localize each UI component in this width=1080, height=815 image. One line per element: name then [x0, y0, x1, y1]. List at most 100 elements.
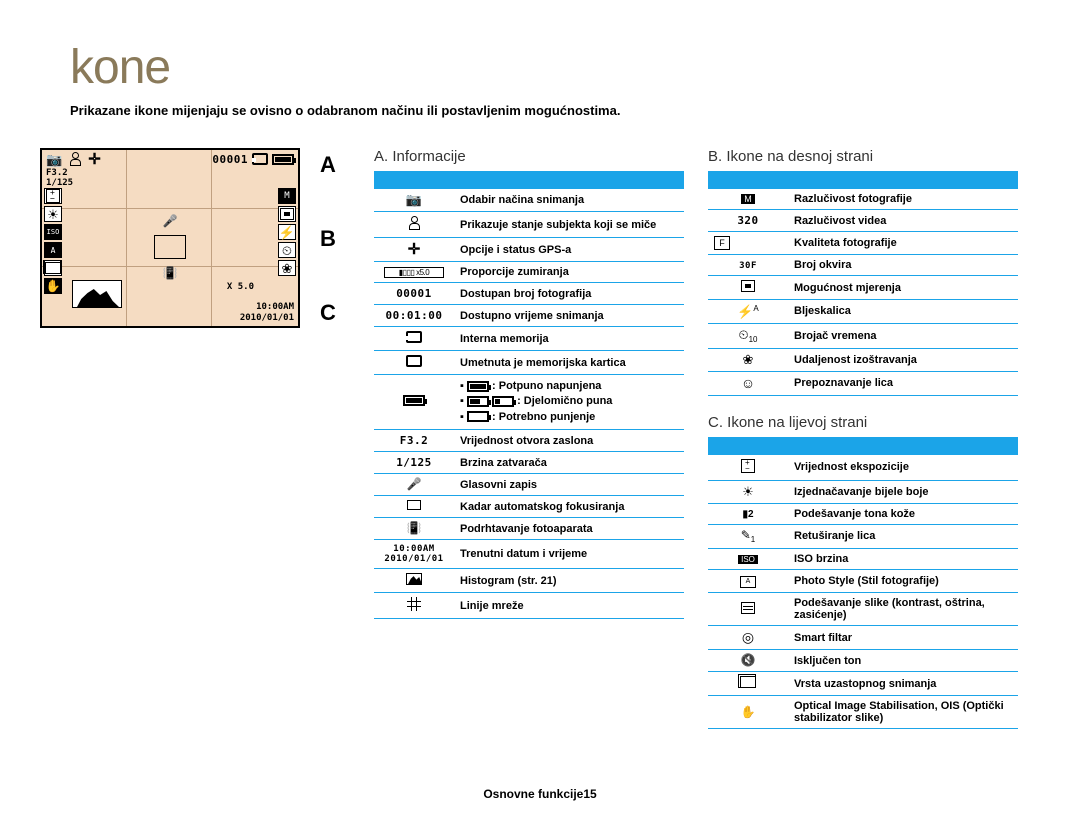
histogram-mini — [72, 280, 122, 308]
flash-icon — [278, 224, 296, 240]
icon-cell — [374, 238, 454, 262]
desc-cell: Mogućnost mjerenja — [788, 276, 1018, 300]
left-icon-strip: ISO A — [44, 188, 62, 294]
icon-cell: A — [708, 570, 788, 593]
desc-cell: Opcije i status GPS-a — [454, 238, 684, 262]
label-A: A — [320, 152, 336, 178]
res-video-icon: 320 — [737, 214, 758, 227]
section-C-table: Vrijednost ekspozicijeIzjednačavanje bij… — [708, 455, 1018, 729]
table-row: Glasovni zapis — [374, 474, 684, 496]
desc-cell: Kvaliteta fotografije — [788, 232, 1018, 255]
table-row: APhoto Style (Stil fotografije) — [708, 570, 1018, 593]
icon-cell: 10:00AM2010/01/01 — [374, 540, 454, 569]
table-row: ABljeskalica — [708, 300, 1018, 324]
desc-cell: ISO brzina — [788, 549, 1018, 570]
icon-cell — [374, 569, 454, 593]
desc-cell: Vrijednost ekspozicije — [788, 455, 1018, 481]
section-C-title: C. Ikone na lijevoj strani — [708, 414, 1018, 431]
section-BC: B. Ikone na desnoj strani M Razlučivost f… — [708, 148, 1018, 729]
table-row: 00:01:00 Dostupno vrijeme snimanja — [374, 305, 684, 327]
table-row: Smart filtar — [708, 626, 1018, 650]
table-row: Linije mreže — [374, 593, 684, 619]
aperture-icon: F3.2 — [400, 434, 429, 447]
battery-icon — [272, 154, 294, 165]
right-icon-strip: M — [278, 188, 296, 276]
icon-cell: 1 — [708, 524, 788, 548]
desc-cell: Razlučivost fotografije — [788, 189, 1018, 210]
fps-icon: 30F — [739, 261, 757, 271]
icon-cell: ▮▯▯▯ x5.0 — [374, 262, 454, 283]
abc-labels: A B C — [320, 148, 336, 326]
table-row: Optical Image Stabilisation, OIS (Optičk… — [708, 696, 1018, 729]
icon-cell — [708, 593, 788, 626]
icon-cell: 320 — [708, 210, 788, 232]
table-row: FKvaliteta fotografije — [708, 232, 1018, 255]
timer-icon — [738, 328, 748, 341]
image-adjust-icon — [741, 602, 755, 614]
desc-cell: Podešavanje tona kože — [788, 503, 1018, 524]
table-row: ▪ : Potpuno napunjena▪ : Djelomično puna… — [374, 375, 684, 430]
table-row: Izjednačavanje bijele boje — [708, 480, 1018, 503]
desc-cell: Glasovni zapis — [454, 474, 684, 496]
shot-counter: 00001 — [212, 153, 248, 166]
desc-cell: Interna memorija — [454, 327, 684, 351]
desc-cell: Umetnuta je memorijska kartica — [454, 351, 684, 375]
grid-icon — [407, 597, 421, 611]
table-row: Histogram (str. 21) — [374, 569, 684, 593]
mic-icon — [163, 213, 178, 229]
desc-cell: Retuširanje lica — [788, 524, 1018, 548]
section-A-title: A. Informacije — [374, 148, 684, 165]
icon-cell — [374, 327, 454, 351]
icon-cell — [374, 496, 454, 518]
section-B-header — [708, 171, 1018, 189]
section-B-title: B. Ikone na desnoj strani — [708, 148, 1018, 165]
zoom-readout: X 5.0 — [227, 282, 254, 292]
counter-icon: 00001 — [396, 287, 432, 300]
wb-icon — [742, 485, 754, 498]
metering-icon — [278, 206, 296, 222]
section-A-header — [374, 171, 684, 189]
icon-cell — [708, 371, 788, 395]
icon-cell: 10 — [708, 323, 788, 348]
table-row: M Razlučivost fotografije — [708, 189, 1018, 210]
battery-icon — [403, 395, 425, 406]
icon-cell: 30F — [708, 255, 788, 276]
icon-cell: F — [708, 232, 788, 255]
icon-cell: M — [708, 189, 788, 210]
icon-cell — [708, 480, 788, 503]
table-row: Interna memorija — [374, 327, 684, 351]
photostyle-icon: A — [44, 242, 62, 258]
table-row: 320Razlučivost videa — [708, 210, 1018, 232]
desc-cell: Proporcije zumiranja — [454, 262, 684, 283]
gps-icon — [408, 242, 421, 257]
metering-icon — [741, 280, 755, 292]
icon-cell — [374, 593, 454, 619]
table-row: ▮▯▯▯ x5.0 Proporcije zumiranja — [374, 262, 684, 283]
desc-cell: Dostupno vrijeme snimanja — [454, 305, 684, 327]
table-row: 10Brojač vremena — [708, 323, 1018, 348]
rectime-icon: 00:01:00 — [386, 309, 443, 322]
table-row: ISOISO brzina — [708, 549, 1018, 570]
table-row: 1Retuširanje lica — [708, 524, 1018, 548]
table-row: Mogućnost mjerenja — [708, 276, 1018, 300]
res-photo-icon: M — [278, 188, 296, 204]
desc-cell: Odabir načina snimanja — [454, 189, 684, 212]
icon-cell — [708, 696, 788, 729]
shutter-icon: 1/125 — [396, 456, 432, 469]
table-row: Vrsta uzastopnog snimanja — [708, 672, 1018, 696]
zoom-bar-icon: ▮▯▯▯ x5.0 — [384, 267, 444, 278]
burst-icon — [44, 260, 62, 276]
table-row: Podešavanje slike (kontrast, oštrina, za… — [708, 593, 1018, 626]
page-footer: Osnovne funkcije15 — [0, 787, 1080, 801]
icon-cell: 00001 — [374, 283, 454, 305]
ois-icon — [44, 278, 62, 294]
icon-cell — [374, 474, 454, 496]
res-photo-icon: M — [741, 194, 755, 204]
desc-cell: Prepoznavanje lica — [788, 371, 1018, 395]
camera-screen-diagram: 00001 F3.2 1/125 ISO A M — [40, 148, 300, 328]
table-row: Vrijednost ekspozicije — [708, 455, 1018, 481]
shake-icon — [407, 522, 422, 534]
icon-cell: F3.2 — [374, 430, 454, 452]
table-row: Kadar automatskog fokusiranja — [374, 496, 684, 518]
focus-frame-icon — [407, 500, 421, 510]
